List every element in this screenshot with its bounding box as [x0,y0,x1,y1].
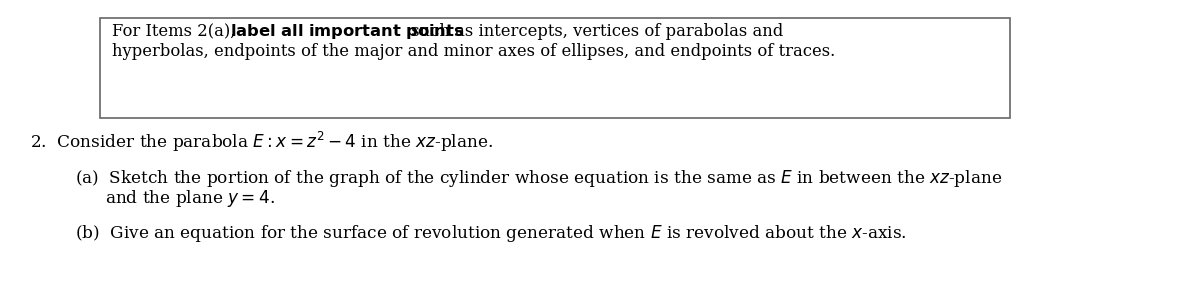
Text: 2.  Consider the parabola $E : x = z^2 - 4$ in the $xz$-plane.: 2. Consider the parabola $E : x = z^2 - … [30,130,493,154]
Text: (b)  Give an equation for the surface of revolution generated when $E$ is revolv: (b) Give an equation for the surface of … [74,223,907,244]
Text: hyperbolas, endpoints of the major and minor axes of ellipses, and endpoints of : hyperbolas, endpoints of the major and m… [112,43,835,60]
Text: such as intercepts, vertices of parabolas and: such as intercepts, vertices of parabola… [406,23,784,40]
Text: For Items 2(a),: For Items 2(a), [112,23,241,40]
Text: $\mathbf{label\ all\ important\ points}$: $\mathbf{label\ all\ important\ points}$ [230,22,464,41]
Text: and the plane $y = 4$.: and the plane $y = 4$. [106,188,275,209]
Text: (a)  Sketch the portion of the graph of the cylinder whose equation is the same : (a) Sketch the portion of the graph of t… [74,168,1002,189]
Bar [100,18,1010,118]
